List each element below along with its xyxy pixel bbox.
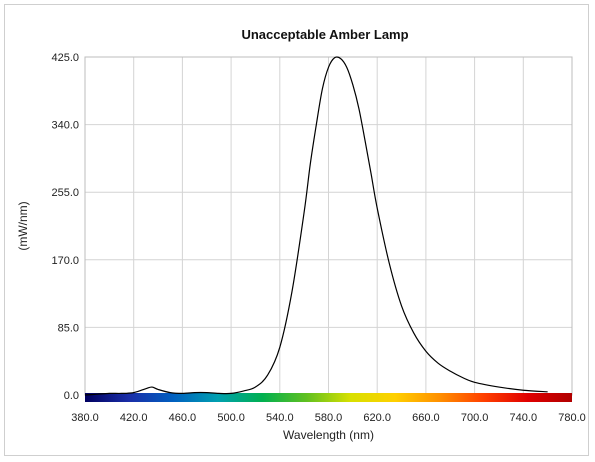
spectrum-chart: Unacceptable Amber Lamp 0.0 85.0 170.0 255.… bbox=[16, 27, 586, 442]
y-tick-label: 340.0 bbox=[51, 120, 79, 132]
chart-title: Unacceptable Amber Lamp bbox=[241, 27, 408, 42]
x-tick-label: 700.0 bbox=[461, 412, 489, 424]
x-axis-ticks: 380.0 420.0 460.0 500.0 540.0 580.0 620.0 660.0… bbox=[71, 412, 586, 424]
x-tick-label: 380.0 bbox=[71, 412, 99, 424]
series-points bbox=[85, 58, 548, 395]
chart-frame: Unacceptable Amber Lamp 0.0 85.0 170.0 255.… bbox=[4, 4, 589, 456]
y-tick-label: 255.0 bbox=[51, 187, 79, 199]
y-tick-label: 0.0 bbox=[64, 390, 79, 402]
x-axis-label: Wavelength (nm) bbox=[283, 428, 374, 442]
x-tick-label: 580.0 bbox=[315, 412, 343, 424]
x-tick-label: 780.0 bbox=[558, 412, 586, 424]
x-tick-label: 660.0 bbox=[412, 412, 440, 424]
x-tick-label: 740.0 bbox=[510, 412, 538, 424]
y-tick-label: 425.0 bbox=[51, 52, 79, 64]
y-axis-ticks: 0.0 85.0 170.0 255.0 340.0 425.0 bbox=[51, 52, 79, 402]
spectrum-band bbox=[85, 393, 572, 402]
x-tick-label: 420.0 bbox=[120, 412, 148, 424]
series-line bbox=[84, 56, 548, 396]
grid-lines bbox=[84, 56, 573, 396]
x-tick-label: 620.0 bbox=[363, 412, 391, 424]
y-tick-label: 85.0 bbox=[58, 322, 79, 334]
x-tick-label: 540.0 bbox=[266, 412, 294, 424]
x-tick-label: 500.0 bbox=[217, 412, 245, 424]
y-tick-label: 170.0 bbox=[51, 255, 79, 267]
y-axis-label: (mW/nm) bbox=[16, 201, 30, 250]
x-tick-label: 460.0 bbox=[169, 412, 197, 424]
